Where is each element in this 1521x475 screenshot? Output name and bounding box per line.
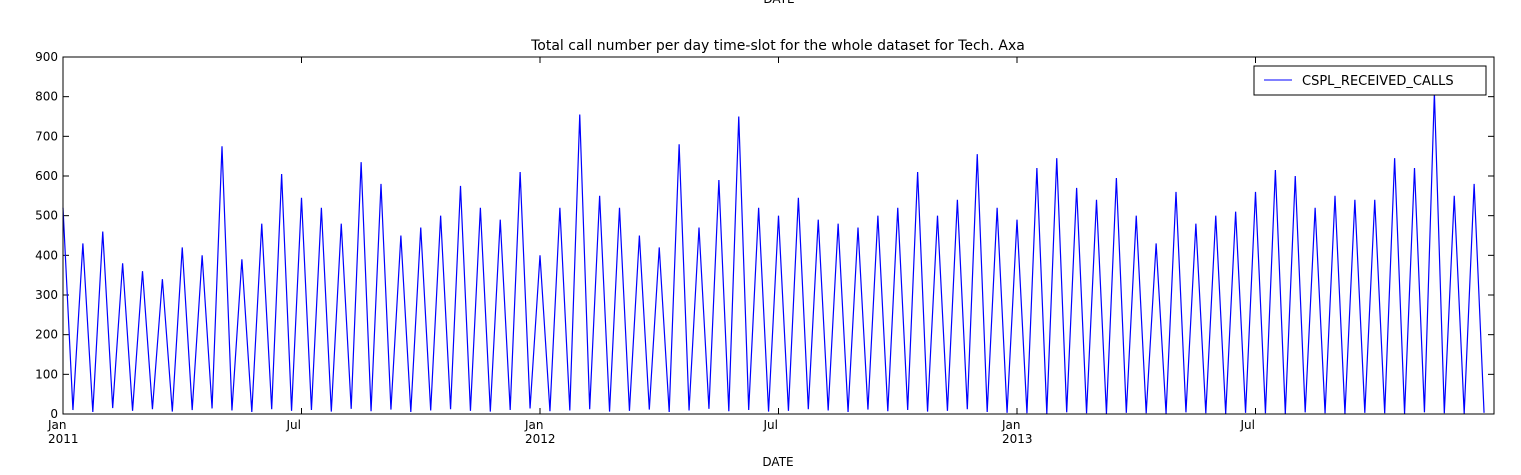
chart-title: Total call number per day time-slot for … <box>530 38 1025 54</box>
x-axis-label: DATE <box>762 455 793 469</box>
data-line <box>62 92 1485 414</box>
y-tick-label: 600 <box>35 169 58 183</box>
plot-frame <box>62 56 1495 415</box>
x-tick-label: Jan 2011 <box>48 418 79 446</box>
y-tick-label: 200 <box>35 328 58 342</box>
x-tick-label: Jul <box>1240 418 1255 432</box>
legend-box <box>1253 65 1487 96</box>
y-tick-label: 400 <box>35 248 58 262</box>
y-tick-label: 900 <box>35 50 58 64</box>
x-tick-label: Jan 2012 <box>525 418 556 446</box>
y-tick-label: 800 <box>35 90 58 104</box>
clipped-label: DATE <box>763 0 794 6</box>
y-tick-label: 300 <box>35 288 58 302</box>
x-tick-label: Jan 2013 <box>1002 418 1033 446</box>
y-tick-label: 700 <box>35 129 58 143</box>
x-tick-label: Jul <box>286 418 301 432</box>
y-tick-label: 0 <box>50 407 58 421</box>
legend-label: CSPL_RECEIVED_CALLS <box>1302 74 1454 89</box>
y-tick-label: 500 <box>35 209 58 223</box>
y-tick-label: 100 <box>35 367 58 381</box>
x-tick-label: Jul <box>763 418 778 432</box>
